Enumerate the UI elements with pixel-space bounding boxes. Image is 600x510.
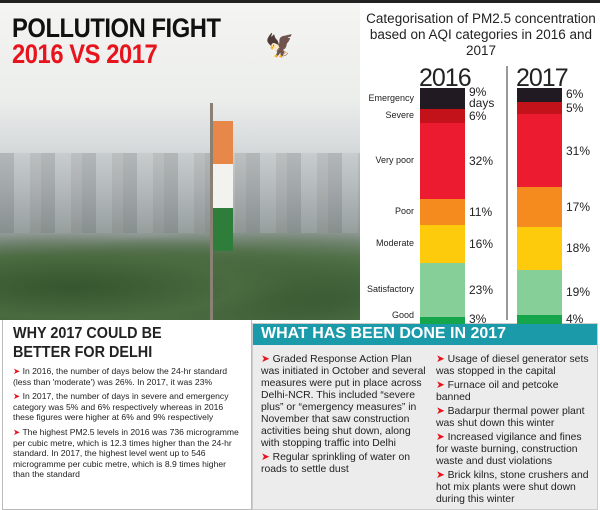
bird-icon: 🦅 [263,29,299,62]
bar-segment-2017-satisfactory [517,269,562,315]
bar-segment-2017-good [517,314,562,324]
category-label: Poor [394,205,414,216]
bar-segment-2016-moderate [420,224,465,263]
year-2016-label: 2016 [419,64,472,92]
why-point: ➤ In 2016, the number of days below the … [13,366,228,387]
done-right-column: ➤ Usage of diesel generator sets was sto… [436,352,596,506]
bar-segment-2016-good [420,316,465,324]
data-label: 4% [566,312,584,326]
data-label: 6% [469,109,487,124]
trees [0,233,360,320]
bar-segment-2017-emergency [517,88,562,103]
why-point: ➤ The highest PM2.5 levels in 2016 was 7… [13,426,239,480]
why-title: WHY 2017 COULD BE BETTER FOR DELHI [13,325,162,361]
bar-segment-2017-poor [517,187,562,228]
bar-segment-2017-very-poor [517,113,562,188]
done-panel: WHAT HAS BEEN DONE IN 2017 ➤ Graded Resp… [252,323,598,510]
data-label: 5% [566,101,584,116]
done-point: ➤ Regular sprinkling of water on roads t… [261,452,411,475]
why-point: ➤ In 2017, the number of days in severe … [13,391,229,423]
chart-title: Categorisation of PM2.5 concentration ba… [366,11,596,58]
bar-segment-2016-satisfactory [420,262,465,317]
data-label: 31% [566,143,591,158]
category-label: Emergency [368,92,414,103]
bar-segment-2017-moderate [517,227,562,270]
done-point: ➤ Badarpur thermal power plant was shut … [436,406,585,429]
category-label: Very poor [375,155,414,166]
data-label: 9% days [469,85,495,110]
city-skyline [0,153,360,233]
india-gate-smog-photo: 🦅 POLLUTION FIGHT 2016 VS 2017 [0,3,360,320]
headline-years: 2016 VS 2017 [12,39,158,69]
data-label: 23% [469,282,494,297]
data-label: 11% [469,204,493,219]
done-point: ➤ Graded Response Action Plan was initia… [261,354,426,449]
category-label: Satisfactory [366,283,414,294]
year-2017-label: 2017 [516,64,569,92]
data-label: 17% [566,200,591,215]
done-point: ➤ Usage of diesel generator sets was sto… [436,354,589,377]
bar-segment-2016-poor [420,198,465,225]
indian-flag-icon [213,121,233,251]
flag-pole [210,103,213,320]
done-point: ➤ Brick kilns, stone crushers and hot mi… [436,470,589,505]
data-label: 3% [469,312,487,326]
top-rule [0,0,600,3]
headline: POLLUTION FIGHT [12,13,221,43]
done-title: WHAT HAS BEEN DONE IN 2017 [253,324,597,345]
data-label: 16% [469,236,494,251]
bar-segment-2016-very-poor [420,123,465,199]
category-label: Moderate [375,237,414,248]
bar-segment-2016-severe [420,109,465,124]
data-label: 32% [469,154,494,169]
data-label: 6% [566,87,584,101]
data-label: 19% [566,285,591,300]
bar-segment-2016-emergency [420,88,465,110]
done-left-column: ➤ Graded Response Action Plan was initia… [261,352,429,476]
done-point: ➤ Furnace oil and petcoke banned [436,380,559,403]
bar-segment-2017-severe [517,102,562,114]
category-label: Good [391,310,414,320]
done-point: ➤ Increased vigilance and fines for wast… [436,432,582,467]
chart-divider [506,66,508,320]
why-panel: WHY 2017 COULD BE BETTER FOR DELHI ➤ In … [2,320,252,510]
category-label: Severe [385,110,414,121]
data-label: 18% [566,241,591,256]
